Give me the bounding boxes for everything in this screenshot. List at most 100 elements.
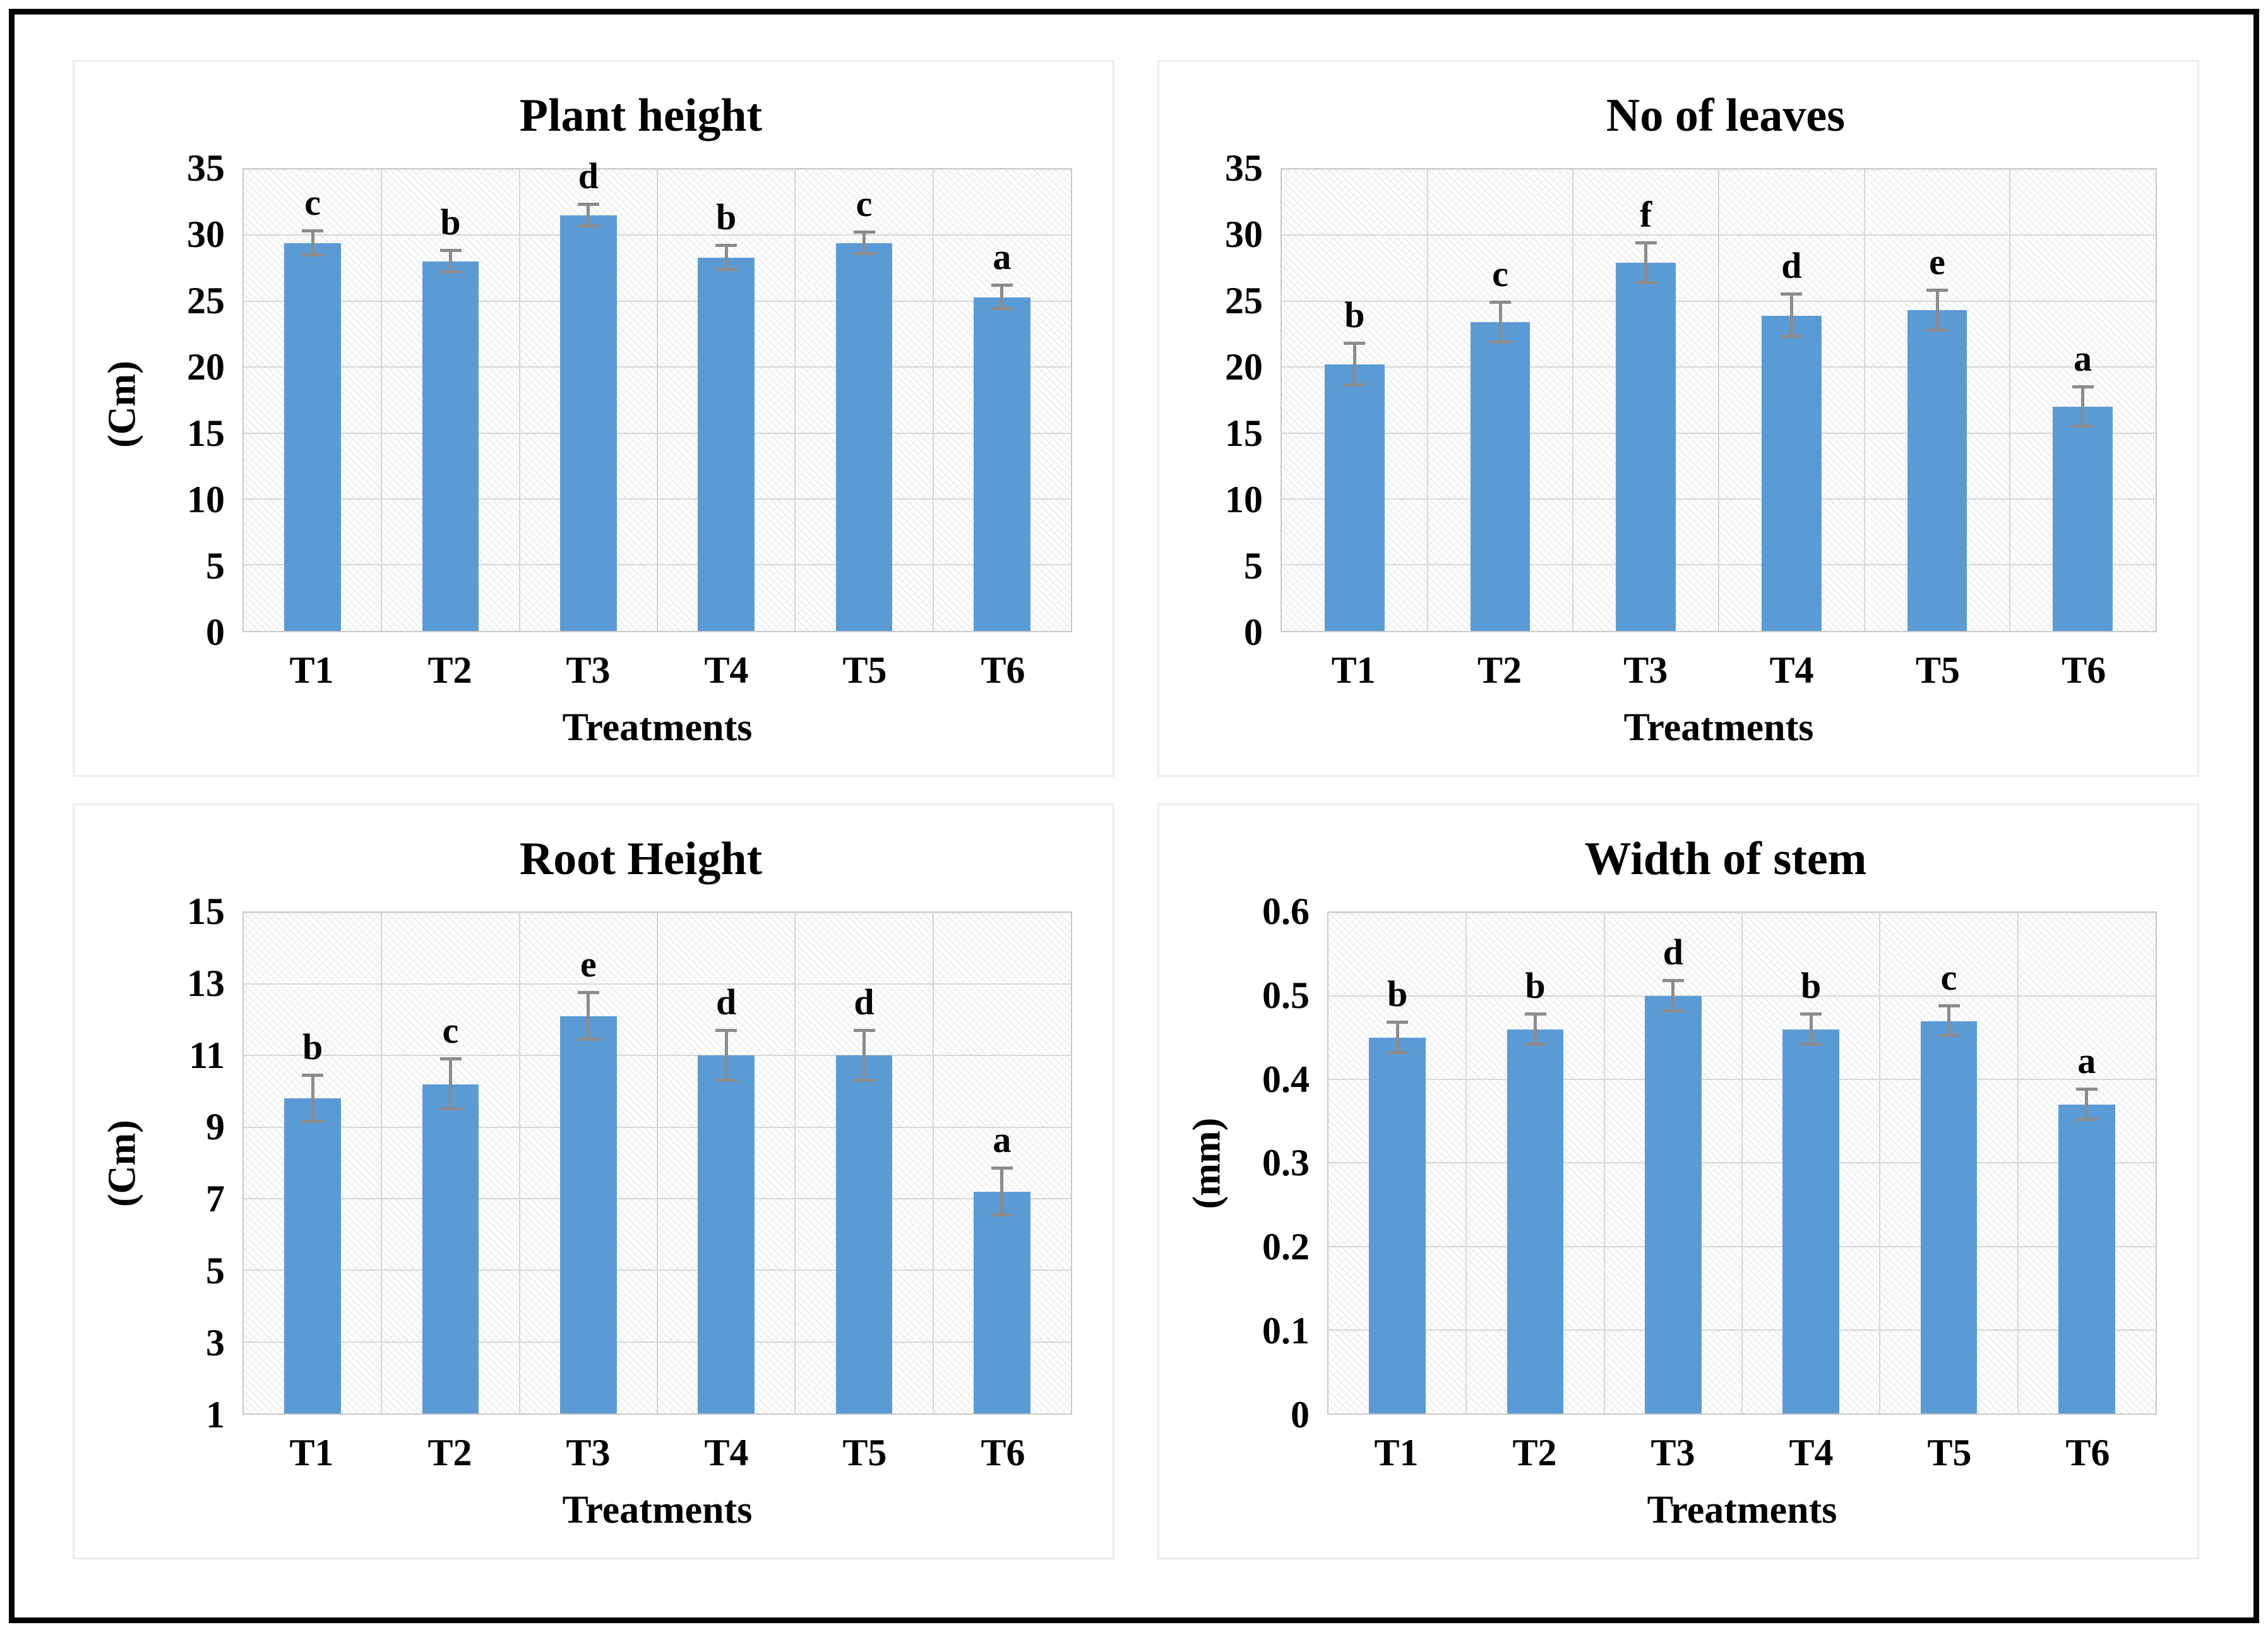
significance-letter: b: [1801, 965, 1822, 1007]
x-tick-label: T5: [842, 649, 887, 691]
x-axis-tick-labels: T1 T2 T3 T4 T5 T6: [149, 1415, 1072, 1480]
chart-title: Root Height: [519, 832, 763, 885]
error-bar-cap-top: [715, 244, 737, 248]
x-axis-spacer: [149, 1415, 242, 1480]
vertical-gridline: [381, 169, 383, 631]
significance-letter: a: [993, 1119, 1012, 1160]
bar-T2: [1507, 1029, 1564, 1413]
x-axis-tick-labels: T1 T2 T3 T4 T5 T6: [1234, 1415, 2157, 1480]
vertical-gridline: [1603, 912, 1605, 1413]
error-bar-line: [2085, 1089, 2089, 1120]
error-bar-cap-bottom: [1662, 1009, 1684, 1012]
error-bar-cap-bottom: [1781, 335, 1803, 339]
significance-letter: c: [304, 182, 321, 224]
error-bar-cap-bottom: [991, 307, 1013, 311]
error-bar-cap-bottom: [577, 1037, 599, 1041]
chart-panel-plant-height: Plant height (Cm) 0 5 10 15 20 25 30 35 c b d b c a …: [73, 60, 1114, 777]
x-tick-label: T5: [1915, 649, 1960, 691]
chart-panel-width-of-stem: Width of stem (mm) 0 0.1 0.2 0.3 0.4 0.5 0.6 b…: [1157, 803, 2199, 1559]
chart-body: 0 5 10 15 20 25 30 35 b c f d e a T1 T2 T3 T4 T5 T6 Treat…: [1181, 149, 2157, 759]
chart-title: No of leaves: [1606, 90, 1846, 141]
x-tick-label: T3: [1623, 649, 1668, 691]
error-bar-cap-top: [1938, 1004, 1960, 1007]
error-bar-cap-bottom: [439, 270, 462, 273]
bar-T6: [2058, 1104, 2115, 1413]
y-tick-label: 35: [1225, 147, 1263, 189]
error-bar-cap-bottom: [1635, 280, 1657, 284]
y-tick-label: 3: [206, 1322, 225, 1364]
y-axis-unit: (mm): [1181, 911, 1234, 1541]
vertical-gridline: [381, 912, 383, 1413]
error-bar-cap-bottom: [1344, 383, 1366, 387]
x-axis-spacer: [1187, 698, 1280, 759]
error-bar-line: [862, 232, 866, 254]
error-bar-line: [1000, 1168, 1004, 1215]
error-bar-cap-bottom: [853, 251, 875, 255]
error-bar-cap-top: [2075, 1088, 2098, 1091]
figure-frame: Plant height (Cm) 0 5 10 15 20 25 30 35 c b d b c a …: [9, 9, 2259, 1623]
error-bar-line: [1000, 285, 1004, 309]
chart-title: Width of stem: [1584, 832, 1867, 885]
plot-area: b b d b c a: [1327, 911, 2157, 1415]
significance-letter: d: [1781, 245, 1802, 287]
y-axis-tick-labels: 1 3 5 7 9 11 13 15: [149, 892, 232, 1434]
error-bar-cap-bottom: [1926, 328, 1948, 332]
x-tick-label: T6: [981, 649, 1025, 691]
error-bar-cap-top: [1926, 289, 1948, 292]
x-tick-label: T5: [1927, 1432, 1972, 1473]
x-axis-title: Treatments: [1623, 705, 1814, 749]
y-axis-tick-labels: 0 5 10 15 20 25 30 35: [149, 149, 232, 651]
y-tick-label: 15: [187, 412, 225, 454]
y-axis-tick-labels: 0 0.1 0.2 0.3 0.4 0.5 0.6: [1234, 892, 1317, 1434]
error-bar-cap-bottom: [991, 1213, 1013, 1216]
y-tick-label: 15: [1225, 412, 1263, 454]
error-bar-cap-bottom: [1800, 1042, 1822, 1046]
plot-row: 0 5 10 15 20 25 30 35 c b d b c a: [149, 149, 1072, 651]
significance-letter: d: [578, 155, 599, 197]
x-axis-spacer: [1187, 632, 1280, 698]
y-tick-label: 0.5: [1262, 974, 1310, 1016]
error-bar-cap-top: [991, 283, 1013, 287]
chart-grid-area: 0 5 10 15 20 25 30 35 b c f d e a T1 T2 T3 T4 T5 T6 Treat…: [1187, 149, 2157, 759]
y-tick-label: 0.2: [1262, 1226, 1310, 1268]
error-bar-line: [862, 1030, 866, 1081]
y-tick-label: 10: [1225, 478, 1263, 520]
error-bar-line: [1935, 291, 1939, 330]
x-axis-spacer: [149, 698, 242, 759]
error-bar-line: [311, 231, 314, 255]
error-bar-cap-top: [715, 1028, 737, 1032]
chart-body: (mm) 0 0.1 0.2 0.3 0.4 0.5 0.6 b b d b c a T1 T2 T3 T4…: [1181, 892, 2157, 1541]
x-tick-label: T1: [289, 1432, 334, 1473]
x-tick-label: T2: [1477, 649, 1522, 691]
x-axis-title: Treatments: [1647, 1489, 1837, 1532]
significance-letter: e: [1929, 241, 1945, 283]
y-axis-unit-label: (Cm): [100, 1119, 144, 1207]
significance-letter: c: [442, 1010, 459, 1052]
y-tick-label: 5: [206, 1250, 225, 1292]
plot-area: b c f d e a: [1280, 168, 2157, 632]
plot-row: 0 0.1 0.2 0.3 0.4 0.5 0.6 b b d b c a: [1234, 892, 2157, 1434]
y-tick-label: 13: [187, 962, 225, 1004]
y-axis-unit-label: (Cm): [100, 361, 144, 448]
vertical-gridline: [518, 169, 520, 631]
error-bar-cap-top: [439, 1057, 462, 1061]
y-tick-label: 35: [187, 147, 225, 189]
error-bar-line: [724, 1030, 728, 1081]
y-tick-label: 9: [206, 1106, 225, 1148]
error-bar-line: [1789, 294, 1793, 337]
x-axis-title: Treatments: [562, 705, 753, 749]
significance-letter: b: [440, 201, 461, 243]
error-bar-cap-bottom: [1524, 1042, 1546, 1046]
vertical-gridline: [1718, 169, 1719, 631]
error-bar-line: [311, 1075, 314, 1122]
vertical-gridline: [657, 169, 658, 631]
bar-T5: [835, 243, 893, 631]
x-tick-label: T6: [2062, 649, 2106, 691]
x-axis-tick-labels: T1 T2 T3 T4 T5 T6: [149, 632, 1072, 698]
